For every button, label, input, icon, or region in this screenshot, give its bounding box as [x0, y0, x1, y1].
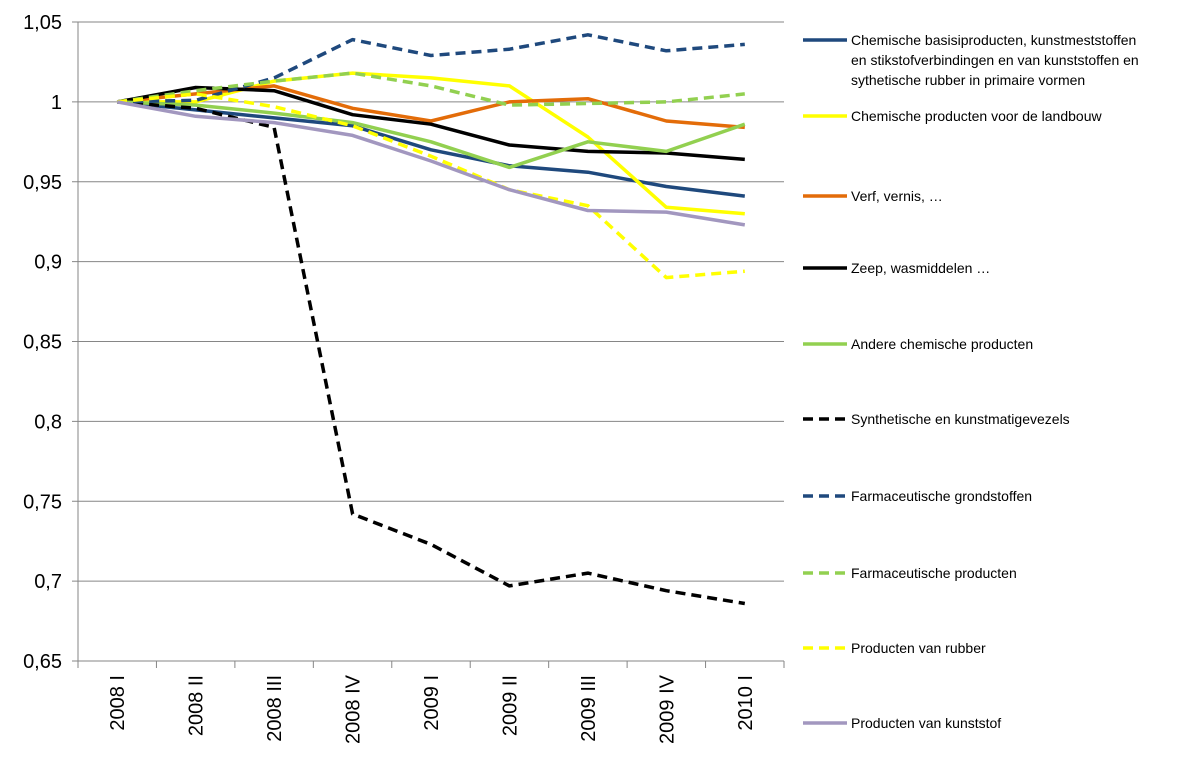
y-tick-label: 1 — [51, 92, 62, 114]
legend-label: Farmaceutische grondstoffen — [851, 488, 1032, 504]
x-axis-ticks: 2008 I 2008 II 2008 III 2008 IV 2009 I 2009 I… — [107, 674, 757, 744]
x-tick-label: 2008 II — [186, 675, 208, 736]
x-tick-label: 2009 I — [421, 675, 443, 731]
series-line — [117, 92, 745, 280]
legend-label: en stikstofverbindingen en van kunststof… — [851, 52, 1139, 68]
series-line — [117, 100, 746, 606]
legend-label: sythetische rubber in primaire vormen — [851, 72, 1085, 88]
y-tick-label: 0,9 — [34, 252, 62, 274]
legend-label: Chemische producten voor de landbouw — [851, 108, 1102, 124]
legend-label: Producten van kunststof — [851, 715, 1001, 731]
legend-label: Synthetische en kunstmatigevezels — [851, 411, 1070, 427]
legend: Chemische basisiproducten, kunstmeststof… — [803, 32, 1139, 731]
x-tick-label: 2008 I — [107, 675, 129, 731]
x-tick-label: 2009 III — [578, 675, 600, 742]
series-line — [116, 71, 745, 107]
y-tick-label: 1,05 — [23, 12, 62, 34]
series-line — [116, 100, 746, 227]
series-line — [117, 84, 745, 130]
y-tick-label: 0,85 — [23, 332, 62, 354]
legend-label: Farmaceutische producten — [851, 565, 1017, 581]
series-line — [117, 33, 745, 104]
x-tick-label: 2008 III — [264, 675, 286, 742]
axes — [72, 21, 785, 668]
y-tick-label: 0,75 — [23, 491, 62, 513]
x-tick-label: 2009 IV — [656, 674, 678, 744]
y-axis-ticks: 0,65 0,7 0,75 0,8 0,85 0,9 0,95 1 1,05 — [23, 12, 62, 673]
legend-label: Zeep, wasmiddelen … — [851, 260, 990, 276]
x-tick-label: 2010 I — [735, 675, 757, 731]
x-tick-label: 2008 IV — [343, 674, 365, 744]
legend-label: Verf, vernis, … — [851, 188, 943, 204]
series-line — [117, 100, 746, 170]
y-tick-label: 0,7 — [34, 571, 62, 593]
y-tick-label: 0,8 — [34, 411, 62, 433]
x-tick-label: 2009 II — [499, 675, 521, 736]
y-tick-label: 0,95 — [23, 172, 62, 194]
series-lines — [116, 33, 746, 606]
series-line — [117, 71, 745, 216]
legend-label: Andere chemische producten — [851, 336, 1033, 352]
legend-label: Chemische basisiproducten, kunstmeststof… — [851, 32, 1136, 48]
y-tick-label: 0,65 — [23, 651, 62, 673]
legend-label: Producten van rubber — [851, 640, 986, 656]
